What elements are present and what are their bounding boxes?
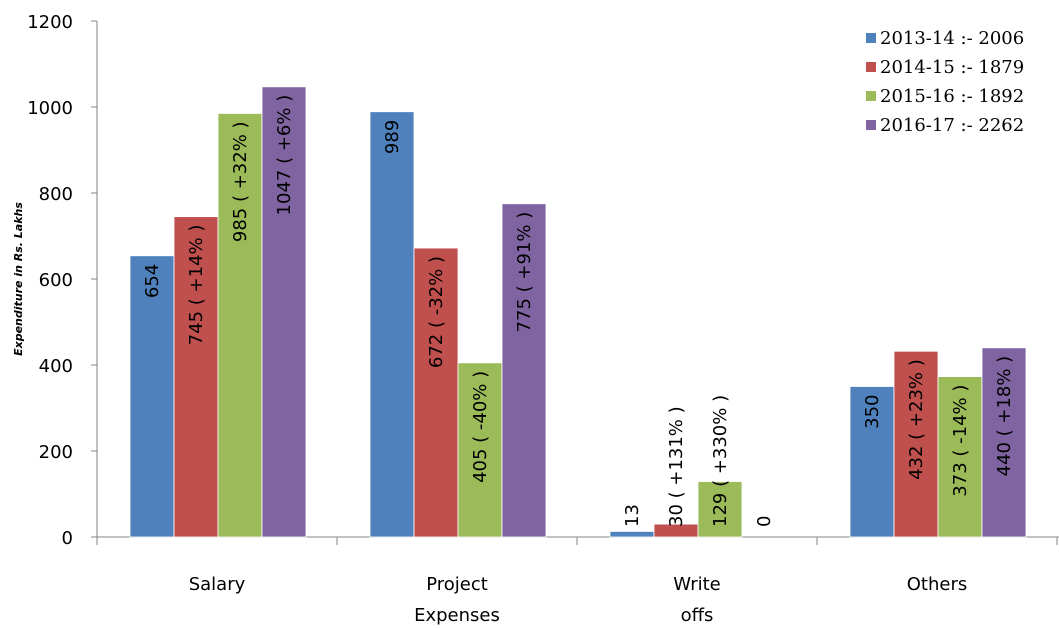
data-label: 129 ( +330% ) (710, 395, 731, 527)
data-label: 440 ( +18% ) (994, 356, 1015, 477)
bar (457, 362, 503, 538)
legend-swatch (866, 91, 876, 101)
data-label: 1047 ( +6% ) (274, 95, 295, 216)
x-category-label: Write (673, 574, 721, 595)
bar (129, 255, 175, 538)
data-label: 989 (382, 120, 403, 154)
data-label: 0 (754, 516, 775, 527)
data-label: 654 (142, 264, 163, 298)
legend-label: 2016-17 :- 2262 (880, 115, 1024, 136)
data-label: 432 ( +23% ) (906, 359, 927, 480)
x-category-label: offs (681, 605, 714, 626)
bar (609, 531, 655, 538)
data-label: 745 ( +14% ) (186, 225, 207, 346)
axes: 0 200 400 600 800 1000 1200 Expenditure in Rs. … (12, 12, 1059, 626)
y-tick-label: 1200 (27, 12, 73, 33)
data-label: 672 ( -32% ) (426, 256, 447, 368)
data-labels: 654 989 13 350 745 ( +14% ) 672 ( -32% ) 30 ( … (142, 95, 1015, 527)
bar (217, 113, 263, 538)
y-tick-label: 1000 (27, 98, 73, 119)
legend-swatch (866, 62, 876, 72)
y-tick-label: 200 (39, 442, 73, 463)
bar (893, 350, 939, 538)
y-tick-label: 600 (39, 270, 73, 291)
legend-label: 2015-16 :- 1892 (880, 86, 1024, 107)
bar (261, 86, 307, 538)
data-label: 350 (862, 395, 883, 429)
y-tick-label: 400 (39, 356, 73, 377)
bar (849, 386, 895, 538)
bar (937, 376, 983, 538)
data-label: 985 ( +32% ) (230, 121, 251, 242)
legend: 2013-14 :- 2006 2014-15 :- 1879 2015-16 :-… (866, 28, 1024, 136)
legend-label: 2014-15 :- 1879 (880, 57, 1024, 78)
bar (413, 247, 459, 538)
x-category-label: Salary (189, 574, 246, 595)
bar (981, 347, 1027, 538)
bar (369, 111, 415, 538)
bar (501, 203, 547, 538)
legend-swatch (866, 120, 876, 130)
legend-label: 2013-14 :- 2006 (880, 28, 1024, 49)
data-label: 373 ( -14% ) (950, 385, 971, 497)
y-tick-label: 800 (39, 184, 73, 205)
y-axis-title: Expenditure in Rs. Lakhs (12, 202, 25, 356)
x-category-label: Expenses (414, 605, 500, 626)
bars (129, 86, 1027, 538)
data-label: 405 ( -40% ) (470, 371, 491, 483)
x-category-label: Project (426, 574, 488, 595)
data-label: 775 ( +91% ) (514, 212, 535, 333)
bar (697, 481, 743, 538)
data-label: 30 ( +131% ) (666, 406, 687, 527)
x-category-label: Others (907, 574, 968, 595)
legend-swatch (866, 33, 876, 43)
data-label: 13 (622, 504, 643, 527)
y-tick-label: 0 (62, 528, 73, 549)
bar (173, 216, 219, 538)
